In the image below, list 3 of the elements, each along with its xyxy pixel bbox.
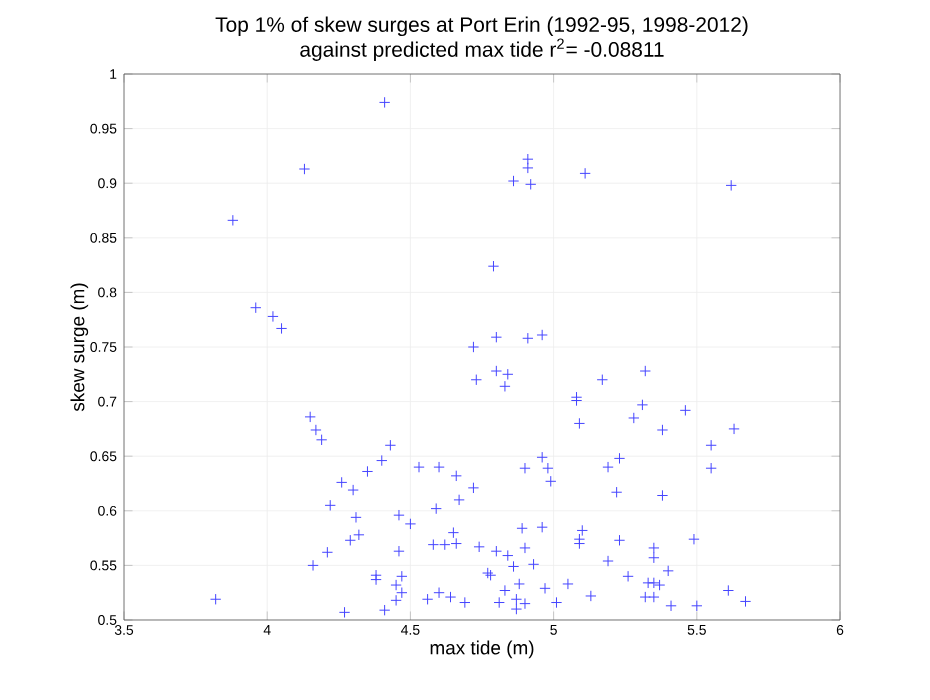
chart-title: Top 1% of skew surges at Port Erin (1992-95, 1998-2012) against predicted max tide r$^{2}$= -0.08811 (215, 16, 748, 62)
x-axis-title: max tide (m) (430, 640, 534, 659)
y-axis-title: skew surge (m) (70, 283, 89, 412)
